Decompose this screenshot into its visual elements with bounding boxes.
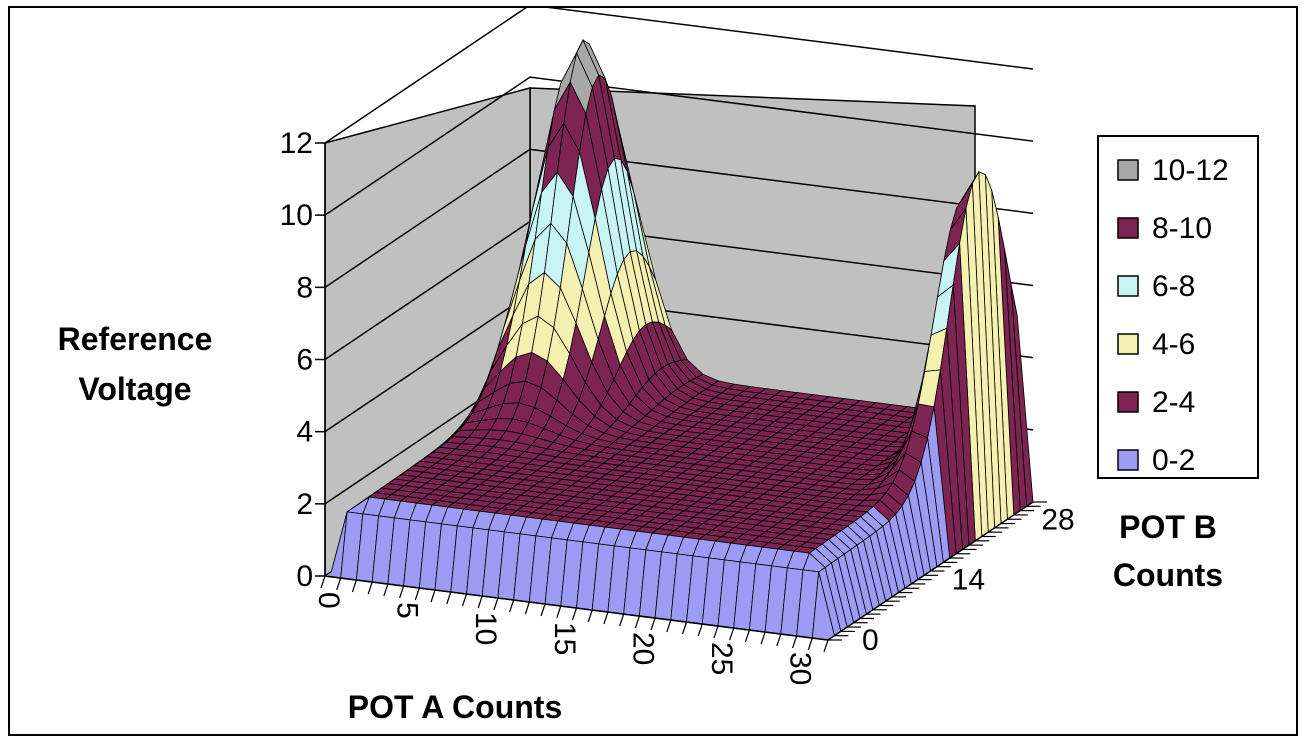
- x-tick-mark: [446, 591, 452, 605]
- z-axis-title-line-2: Voltage: [78, 371, 191, 407]
- z-tick-label: 4: [296, 416, 313, 449]
- x-tick-mark: [587, 609, 593, 623]
- x-tick-mark: [681, 621, 688, 635]
- x-tick-mark: [571, 607, 578, 621]
- chart-frame: 0 2 4 6 8 10 12 0 5 10 15 20 25 30 0 14 28 Reference V…: [8, 6, 1298, 736]
- x-tick-mark: [713, 625, 719, 639]
- x-tick-mark: [791, 635, 798, 649]
- legend-swatch: [1117, 159, 1139, 181]
- z-tick-label: 0: [296, 560, 313, 593]
- y-axis-title-line-2: Counts: [1113, 557, 1223, 593]
- x-tick-label: 15: [548, 622, 581, 655]
- x-tick-mark: [666, 619, 672, 633]
- x-tick-mark: [697, 623, 703, 637]
- gridline: [324, 148, 1034, 288]
- legend-label: 4-6: [1152, 328, 1195, 361]
- x-tick-mark: [477, 595, 483, 609]
- legend-swatch: [1117, 449, 1139, 471]
- x-tick-mark: [461, 593, 468, 607]
- legend-swatch: [1117, 217, 1139, 239]
- x-tick-mark: [744, 629, 750, 643]
- surface-mesh: [323, 39, 1034, 641]
- x-tick-label: 25: [705, 642, 738, 675]
- x-tick-mark: [336, 577, 342, 591]
- x-tick-mark: [524, 601, 530, 615]
- z-tick-label: 10: [280, 199, 313, 232]
- x-tick-mark: [619, 613, 625, 627]
- x-tick-mark: [430, 589, 436, 603]
- z-tick-label: 2: [296, 488, 313, 521]
- x-tick-label: 10: [469, 612, 502, 645]
- x-tick-label: 30: [784, 652, 817, 685]
- x-tick-label: 20: [626, 632, 659, 665]
- x-tick-mark: [493, 597, 499, 611]
- x-tick-mark: [367, 581, 373, 595]
- gridline: [324, 8, 1034, 144]
- x-axis: 0 5 10 15 20 25 30: [312, 575, 829, 685]
- x-tick-mark: [540, 603, 546, 617]
- y-tick-label: 14: [952, 564, 985, 597]
- legend-label: 8-10: [1152, 212, 1212, 245]
- legend-box: [1097, 135, 1259, 479]
- x-tick-label: 5: [391, 602, 424, 619]
- z-axis: 0 2 4 6 8 10 12: [280, 127, 326, 593]
- x-tick-mark: [509, 599, 515, 613]
- x-tick-mark: [383, 583, 389, 597]
- y-axis-title-line-1: POT B: [1119, 509, 1217, 545]
- z-axis-title-line-1: Reference: [58, 321, 213, 357]
- x-axis-title: POT A Counts: [348, 689, 563, 725]
- x-tick-mark: [760, 631, 766, 645]
- legend-swatch: [1117, 333, 1139, 355]
- legend-label: 6-8: [1152, 270, 1195, 303]
- x-tick-mark: [729, 627, 735, 641]
- x-tick-mark: [603, 611, 609, 625]
- z-tick-label: 8: [296, 271, 313, 304]
- x-tick-mark: [414, 587, 420, 601]
- x-tick-label: 0: [312, 592, 345, 609]
- y-tick-label: 28: [1041, 503, 1074, 536]
- x-tick-mark: [320, 575, 326, 589]
- legend-swatch: [1117, 275, 1139, 297]
- gridline: [324, 76, 1034, 216]
- z-tick-label: 6: [296, 344, 313, 377]
- legend-label: 10-12: [1152, 154, 1229, 187]
- x-tick-mark: [807, 637, 813, 651]
- surface-chart: 0 2 4 6 8 10 12 0 5 10 15 20 25 30 0 14 28 Reference V…: [58, 8, 1259, 725]
- legend-label: 2-4: [1152, 386, 1195, 419]
- legend-label: 0-2: [1152, 444, 1195, 477]
- x-tick-mark: [776, 633, 782, 647]
- x-tick-mark: [399, 585, 405, 599]
- z-tick-label: 12: [280, 127, 313, 160]
- x-tick-mark: [556, 605, 562, 619]
- y-axis: 0 14 28: [827, 501, 1075, 657]
- legend: 10-12 8-10 6-8 4-6 2-4 0-2: [1097, 135, 1259, 479]
- x-tick-mark: [650, 617, 656, 631]
- x-tick-mark: [823, 639, 829, 653]
- y-tick-label: 0: [862, 624, 879, 657]
- legend-swatch: [1117, 391, 1139, 413]
- x-tick-mark: [351, 579, 358, 593]
- x-tick-mark: [634, 615, 640, 629]
